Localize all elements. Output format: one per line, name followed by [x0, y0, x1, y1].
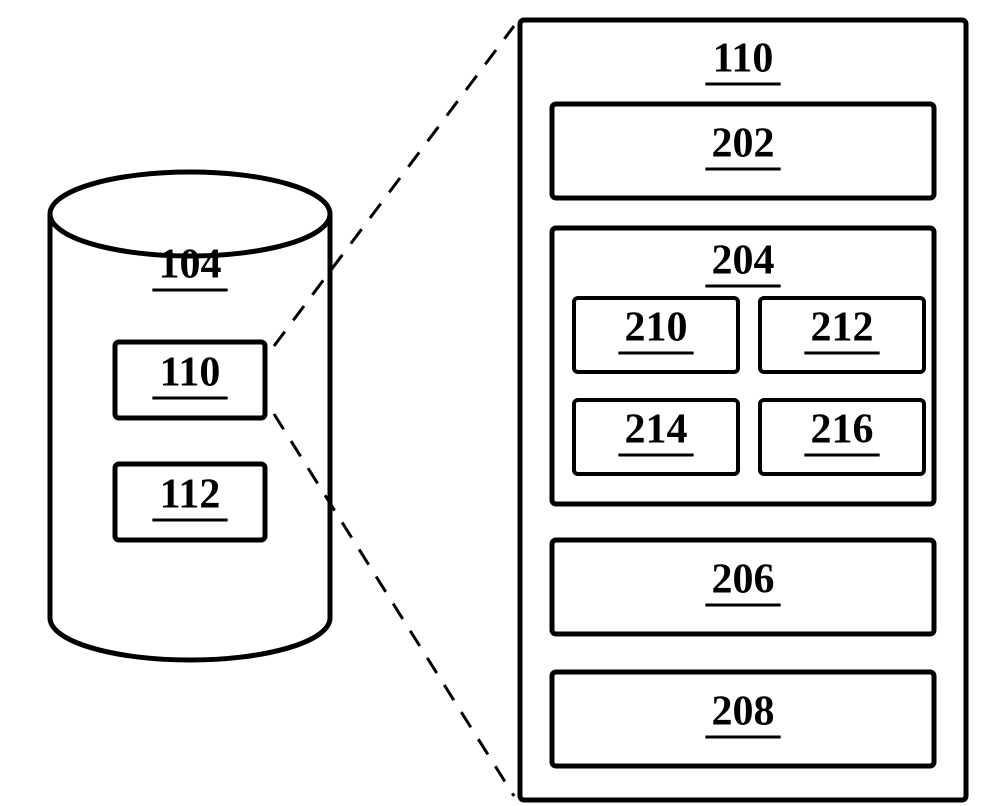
- cyl-box-110-label: 110: [160, 350, 221, 396]
- cylinder-label: 104: [159, 242, 222, 288]
- sub-210-label: 210: [625, 305, 688, 351]
- sub-212-label: 212: [811, 305, 874, 351]
- sub-214-label: 214: [625, 407, 688, 453]
- cyl-box-110: 110: [115, 342, 265, 418]
- sub-212: 212: [760, 298, 924, 372]
- sub-210: 210: [574, 298, 738, 372]
- sub-214: 214: [574, 400, 738, 474]
- row-208-label: 208: [712, 689, 775, 735]
- cyl-box-112-label: 112: [160, 472, 221, 518]
- cylinder-bottom: [50, 618, 330, 660]
- sub-216-label: 216: [811, 407, 874, 453]
- group-204-label: 204: [712, 238, 775, 284]
- sub-216: 216: [760, 400, 924, 474]
- row-202: 202: [552, 104, 934, 198]
- row-206-label: 206: [712, 557, 775, 603]
- group-204: 204 210 212 214 216: [552, 228, 934, 504]
- callout-line-1: [274, 414, 514, 796]
- cyl-box-112: 112: [115, 464, 265, 540]
- row-208: 208: [552, 672, 934, 766]
- row-206: 206: [552, 540, 934, 634]
- callout-line-0: [274, 26, 514, 346]
- detail-panel-title: 110: [713, 36, 774, 82]
- row-202-label: 202: [712, 121, 775, 167]
